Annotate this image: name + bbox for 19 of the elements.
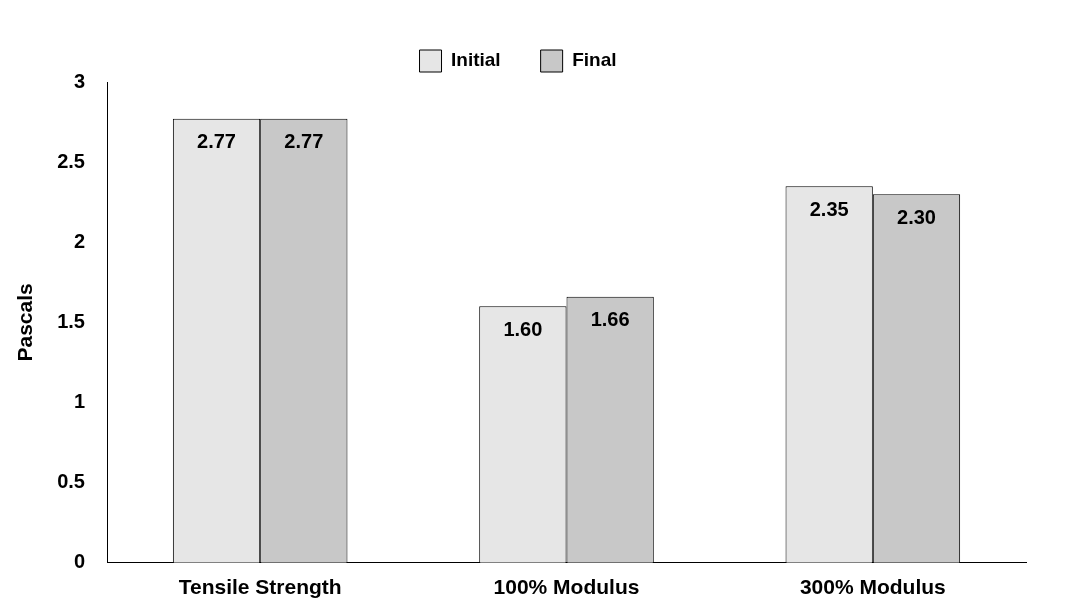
y-axis-title: Pascals [13, 283, 37, 362]
text: 2.30 [897, 205, 936, 228]
x-tick-label: 100% Modulus [493, 575, 640, 599]
y-tick-label: 0 [73, 550, 85, 573]
text: 1.60 [503, 317, 543, 340]
y-tick-label: 0.5 [57, 470, 85, 493]
y-tick-label: 2 [73, 229, 85, 252]
x-tick-label: 300% Modulus [799, 575, 946, 599]
legend-label: Final [572, 49, 617, 71]
y-tick-label: 2.5 [57, 149, 85, 172]
x-tick-label: Tensile Strength [178, 575, 342, 599]
text: 2.77 [284, 130, 324, 153]
text: 1.66 [590, 308, 630, 331]
text: 2.77 [197, 130, 236, 153]
text: 2.35 [809, 197, 849, 220]
y-tick-label: 3 [73, 69, 85, 92]
legend-label: Initial [451, 49, 501, 71]
y-tick-label: 1 [73, 390, 85, 413]
y-tick-label: 1.5 [57, 309, 85, 332]
